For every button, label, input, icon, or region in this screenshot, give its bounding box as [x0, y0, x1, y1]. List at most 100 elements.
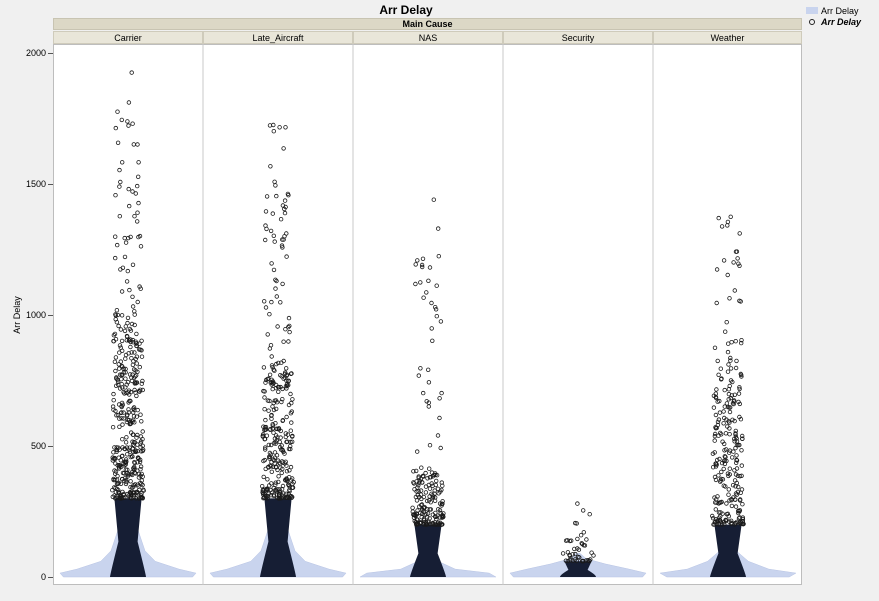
data-point: [129, 70, 134, 75]
data-point: [110, 404, 116, 409]
data-point: [420, 473, 426, 479]
data-point: [135, 442, 140, 447]
dense-points-late-aircraft: [260, 498, 296, 577]
data-point: [281, 237, 286, 242]
data-point: [138, 439, 144, 444]
data-point: [730, 455, 735, 460]
data-point: [124, 435, 129, 440]
data-point: [130, 262, 136, 267]
data-point: [139, 419, 144, 424]
data-point: [113, 368, 118, 374]
data-point: [567, 553, 573, 558]
data-point: [120, 364, 125, 369]
data-point: [434, 283, 439, 288]
data-point: [739, 448, 744, 453]
data-point: [710, 513, 715, 519]
data-point: [730, 483, 736, 488]
data-point: [261, 474, 266, 480]
data-point: [415, 258, 420, 263]
data-point: [714, 461, 719, 466]
data-point: [740, 517, 746, 522]
data-point: [139, 491, 144, 496]
y-tick-label-1000: 1000: [25, 310, 46, 320]
data-point: [423, 470, 428, 476]
data-point: [270, 404, 275, 409]
data-point: [418, 520, 423, 526]
data-point: [126, 407, 131, 412]
data-point: [727, 432, 732, 437]
data-point: [130, 304, 136, 309]
data-point: [287, 489, 292, 494]
point-marker-icon: [809, 18, 815, 25]
data-point: [277, 445, 283, 450]
data-point: [270, 423, 275, 428]
data-point: [737, 498, 743, 503]
data-point: [717, 456, 722, 462]
data-point: [711, 465, 716, 470]
data-point: [740, 502, 745, 507]
data-point: [114, 445, 119, 450]
data-point: [118, 410, 124, 416]
data-point: [112, 468, 117, 473]
data-point: [436, 491, 441, 496]
data-point: [734, 458, 740, 463]
data-point: [287, 329, 292, 335]
data-point: [280, 237, 285, 242]
data-point: [434, 478, 439, 484]
data-point: [418, 492, 424, 497]
data-point: [425, 515, 430, 520]
data-point: [273, 421, 278, 426]
y-tick-0: [48, 577, 53, 578]
data-point: [734, 457, 739, 463]
data-point: [263, 424, 269, 430]
data-point: [288, 411, 294, 416]
data-point: [120, 437, 125, 442]
data-point: [580, 559, 585, 564]
data-point: [263, 223, 268, 228]
data-point: [119, 313, 125, 318]
data-point: [573, 520, 578, 526]
data-point: [728, 355, 733, 361]
data-point: [111, 398, 116, 403]
data-point: [430, 338, 435, 343]
legend-item-points: Arr Delay: [806, 16, 861, 27]
data-point: [565, 558, 571, 564]
data-point: [113, 313, 118, 318]
data-point: [718, 519, 724, 525]
data-point: [726, 391, 732, 397]
data-point: [132, 322, 137, 328]
data-point: [720, 511, 725, 516]
data-point: [125, 315, 131, 321]
data-point: [265, 493, 271, 499]
data-point: [114, 494, 119, 499]
data-point: [277, 125, 282, 130]
data-point: [132, 374, 138, 379]
data-point: [124, 279, 130, 284]
data-point: [114, 447, 120, 453]
data-point: [123, 478, 129, 483]
data-point: [565, 550, 571, 555]
data-point: [266, 408, 271, 413]
data-point: [115, 140, 121, 145]
data-point: [732, 392, 737, 397]
data-point: [436, 507, 441, 512]
y-tick-label-2000: 2000: [25, 48, 46, 58]
data-point: [726, 405, 732, 410]
data-point: [132, 420, 137, 425]
data-point: [129, 350, 134, 355]
data-point: [115, 109, 120, 114]
data-point: [280, 281, 285, 287]
data-point: [138, 467, 143, 472]
data-point: [279, 243, 285, 248]
data-point: [419, 515, 424, 520]
data-point: [123, 460, 128, 466]
data-point: [727, 498, 732, 503]
data-point: [426, 278, 431, 283]
data-point: [714, 267, 720, 272]
data-point: [138, 480, 143, 486]
data-point: [274, 193, 279, 199]
data-point: [113, 125, 118, 131]
data-point: [125, 467, 130, 472]
data-point: [727, 450, 732, 455]
data-point: [425, 519, 430, 524]
